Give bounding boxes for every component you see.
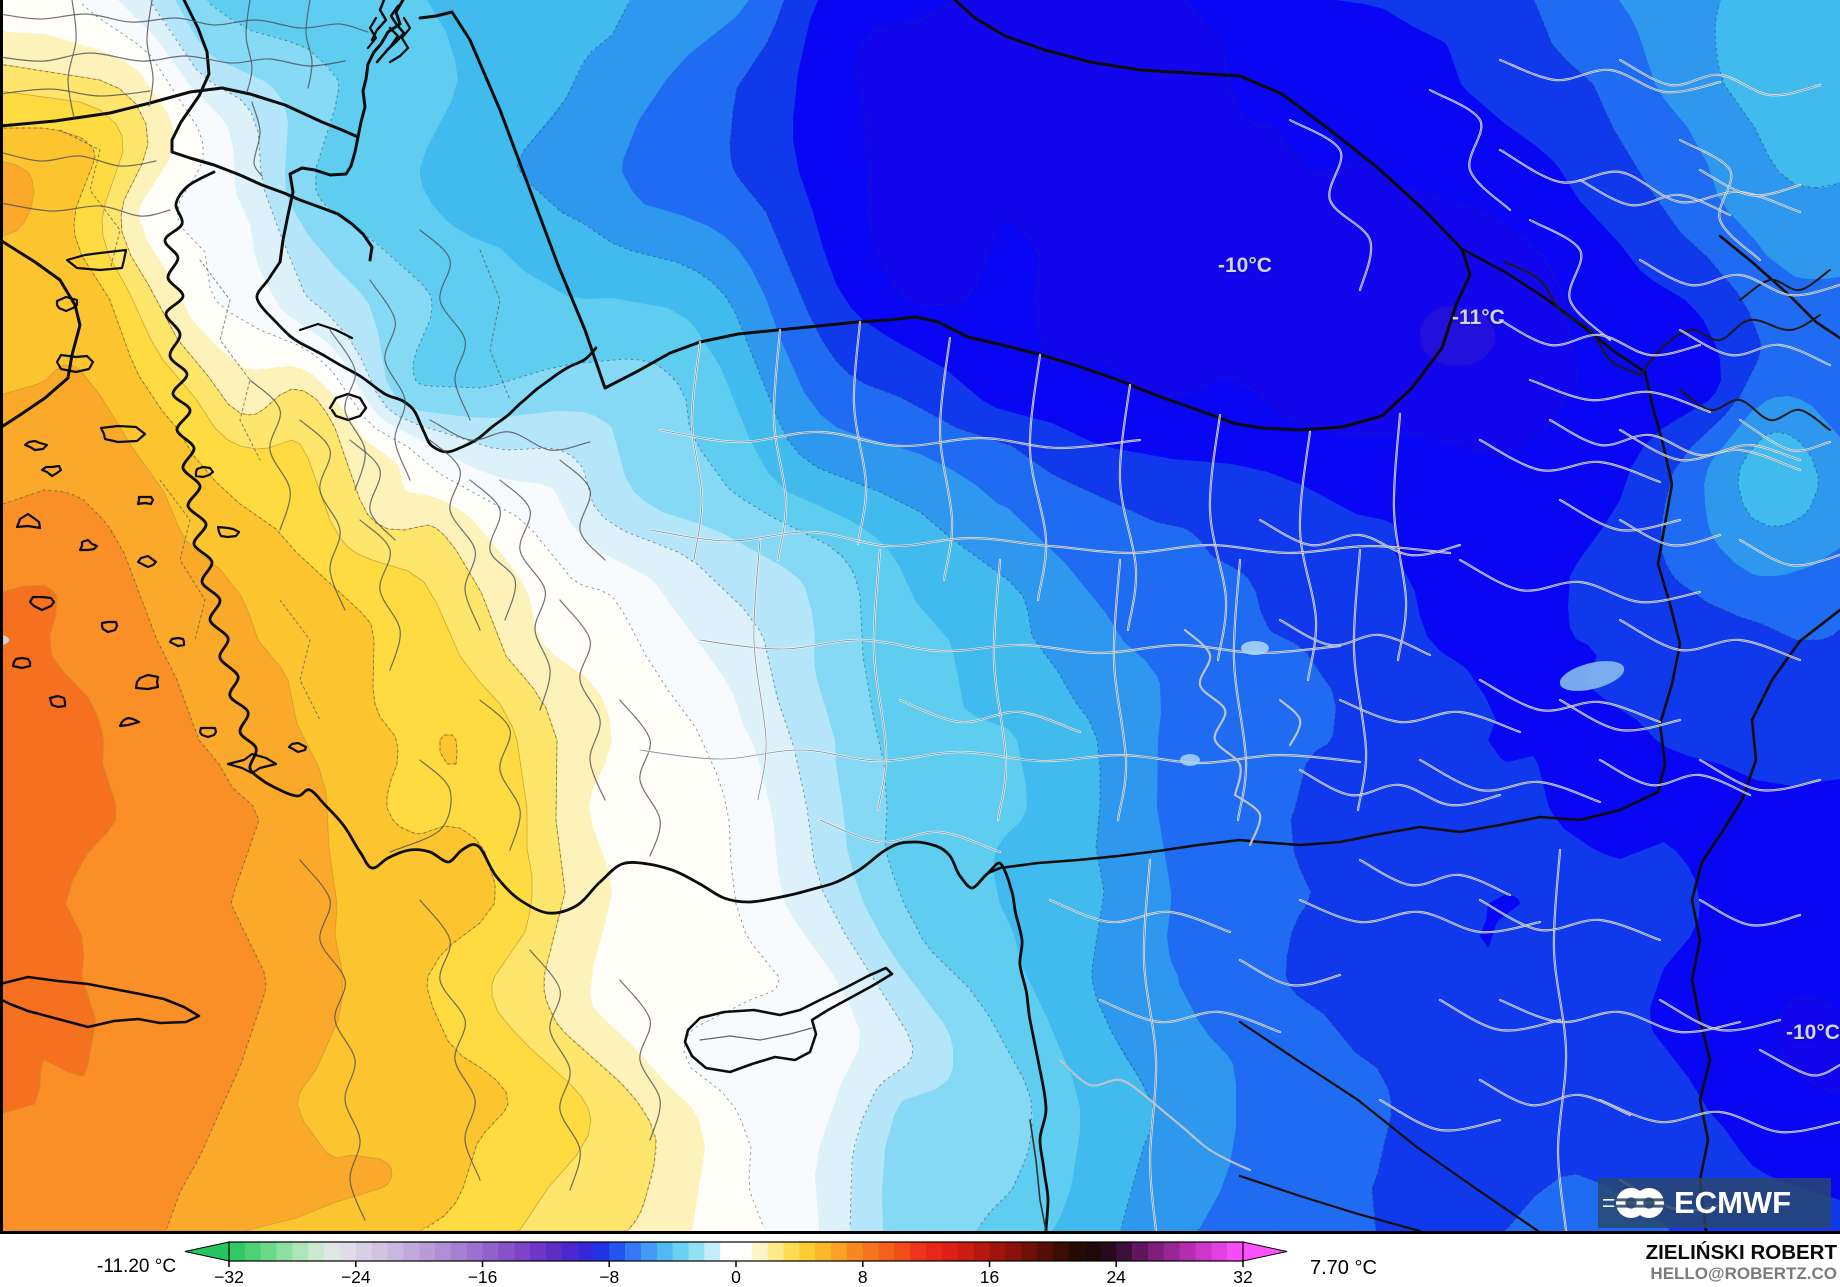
svg-text:−24: −24 <box>341 1267 371 1287</box>
svg-text:0: 0 <box>731 1267 741 1287</box>
svg-text:16: 16 <box>980 1267 999 1287</box>
svg-text:32: 32 <box>1233 1267 1252 1287</box>
svg-text:−16: −16 <box>468 1267 498 1287</box>
svg-text:24: 24 <box>1106 1267 1126 1287</box>
svg-text:−8: −8 <box>599 1267 619 1287</box>
svg-text:−32: −32 <box>214 1267 244 1287</box>
svg-text:8: 8 <box>858 1267 868 1287</box>
